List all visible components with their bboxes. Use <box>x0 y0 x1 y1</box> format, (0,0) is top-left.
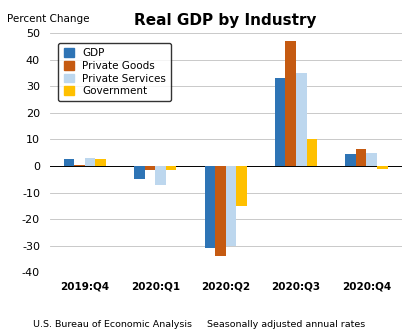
Bar <box>235 166 246 206</box>
Bar <box>145 166 155 170</box>
Text: Percent Change: Percent Change <box>7 14 90 24</box>
Bar <box>344 154 355 166</box>
Bar <box>376 166 387 169</box>
Bar <box>295 73 306 166</box>
Bar <box>306 139 316 166</box>
Bar <box>355 149 366 166</box>
Bar <box>85 158 95 166</box>
Title: Real GDP by Industry: Real GDP by Industry <box>134 13 316 28</box>
Bar <box>225 166 235 246</box>
Text: Seasonally adjusted annual rates: Seasonally adjusted annual rates <box>206 320 364 329</box>
Bar <box>274 78 285 166</box>
Bar <box>64 159 74 166</box>
Bar <box>165 166 176 170</box>
Bar <box>366 153 376 166</box>
Bar <box>204 166 214 248</box>
Bar <box>95 159 106 166</box>
Legend: GDP, Private Goods, Private Services, Government: GDP, Private Goods, Private Services, Go… <box>58 43 171 101</box>
Bar <box>134 166 144 179</box>
Bar <box>215 166 225 256</box>
Bar <box>74 165 85 166</box>
Bar <box>155 166 165 185</box>
Bar <box>285 41 295 166</box>
Text: U.S. Bureau of Economic Analysis: U.S. Bureau of Economic Analysis <box>33 320 192 329</box>
